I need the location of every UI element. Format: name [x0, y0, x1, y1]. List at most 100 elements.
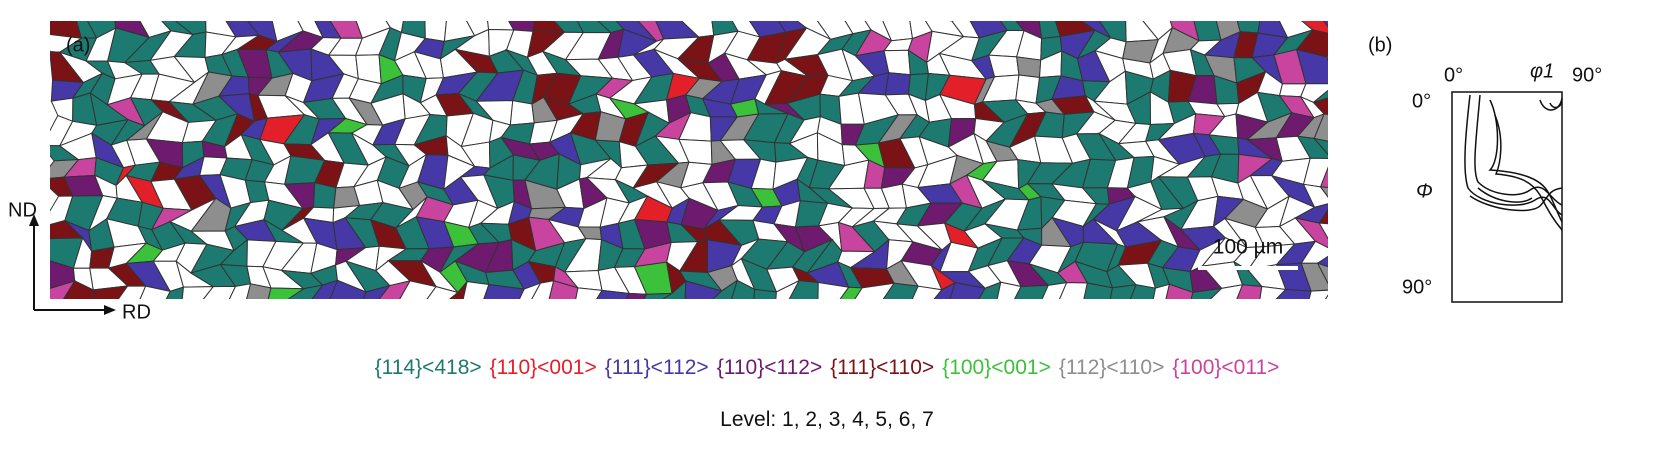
grain — [1104, 307, 1129, 328]
grain — [933, 281, 956, 299]
grain — [1326, 52, 1328, 58]
nd-label: ND — [8, 199, 37, 221]
grain — [1269, 306, 1314, 334]
grain — [518, 282, 542, 299]
grain — [905, 308, 933, 325]
grain — [62, 280, 95, 299]
grain — [684, 280, 723, 299]
grain — [1312, 97, 1328, 116]
grain — [911, 285, 943, 299]
grain — [1300, 262, 1328, 292]
legend-entry: {111}<112> — [604, 356, 709, 379]
grain — [1308, 289, 1328, 299]
grain — [1059, 282, 1088, 299]
grain — [1301, 21, 1328, 34]
grain — [483, 283, 525, 299]
grain — [1164, 303, 1195, 330]
grain — [245, 307, 279, 335]
Phi-end: 90° — [1402, 276, 1432, 298]
grain — [424, 21, 447, 42]
grain — [1129, 284, 1157, 299]
grain — [311, 279, 339, 299]
rd-label: RD — [122, 301, 151, 323]
grain — [1313, 89, 1328, 103]
grain — [1204, 306, 1249, 331]
grain — [1275, 288, 1312, 299]
grain — [443, 301, 469, 333]
grain — [1326, 56, 1328, 62]
grain — [487, 21, 515, 31]
grain — [1083, 282, 1114, 299]
grain — [854, 282, 896, 299]
grain — [883, 49, 911, 76]
grain — [1294, 217, 1328, 249]
grain — [358, 306, 391, 327]
grain — [546, 304, 585, 334]
grain — [704, 307, 734, 334]
grain — [1342, 238, 1375, 272]
scale-bar-label: 100 µm — [1213, 236, 1283, 259]
grain — [1190, 287, 1224, 299]
grain — [994, 311, 1020, 335]
grain — [882, 282, 919, 299]
grain — [575, 304, 602, 334]
grain — [378, 280, 412, 299]
grain — [988, 54, 1020, 78]
phi1-label: φ1 — [1530, 60, 1554, 82]
grain — [1336, 280, 1376, 311]
legend-entry: {100}<001> — [942, 356, 1051, 379]
grain — [423, 303, 445, 329]
phi1-end: 90° — [1572, 64, 1602, 86]
grain — [1349, 207, 1376, 225]
grain — [996, 281, 1022, 299]
legend-entry: {112}<110> — [1058, 356, 1165, 379]
grain — [1258, 306, 1291, 334]
grain — [978, 281, 1002, 299]
grain — [246, 283, 272, 299]
grain — [1316, 262, 1328, 285]
legend-entry: {110}<112> — [716, 356, 823, 379]
grain — [426, 286, 459, 299]
grain — [775, 279, 801, 299]
grain — [1015, 74, 1041, 104]
odf-contours — [1464, 94, 1563, 231]
grain — [641, 305, 671, 334]
grain — [1190, 303, 1223, 327]
grain — [727, 310, 755, 334]
grain — [139, 285, 171, 299]
grain — [884, 72, 911, 96]
grain — [1336, 310, 1383, 334]
grain — [1127, 307, 1159, 328]
grain — [788, 280, 819, 299]
grain — [1109, 284, 1137, 299]
odf-frame — [1451, 91, 1563, 303]
grain — [1346, 115, 1377, 145]
grain — [1340, 72, 1377, 100]
grain — [591, 304, 627, 332]
grain — [575, 287, 603, 299]
grain — [362, 284, 392, 299]
grain — [225, 307, 246, 331]
grain — [92, 285, 129, 299]
grain — [463, 301, 494, 333]
grain — [392, 305, 427, 336]
grain — [165, 286, 185, 299]
legend: {114}<418> {110}<001> {111}<112> {110}<112>… — [0, 356, 1654, 380]
grain — [927, 308, 951, 332]
grain — [228, 283, 252, 299]
grain — [1319, 186, 1328, 198]
rd-arrowhead — [104, 305, 116, 315]
grain — [753, 288, 777, 299]
grain — [784, 308, 817, 335]
grain — [596, 289, 631, 299]
phi1-start: 0° — [1444, 64, 1463, 86]
grain — [374, 306, 401, 336]
grain — [852, 304, 893, 335]
grain — [509, 100, 535, 126]
grain — [685, 303, 712, 334]
grain — [1340, 95, 1378, 120]
grain — [1312, 137, 1328, 156]
grain — [817, 281, 850, 299]
levels: Level: 1, 2, 3, 4, 5, 6, 7 — [720, 408, 934, 431]
